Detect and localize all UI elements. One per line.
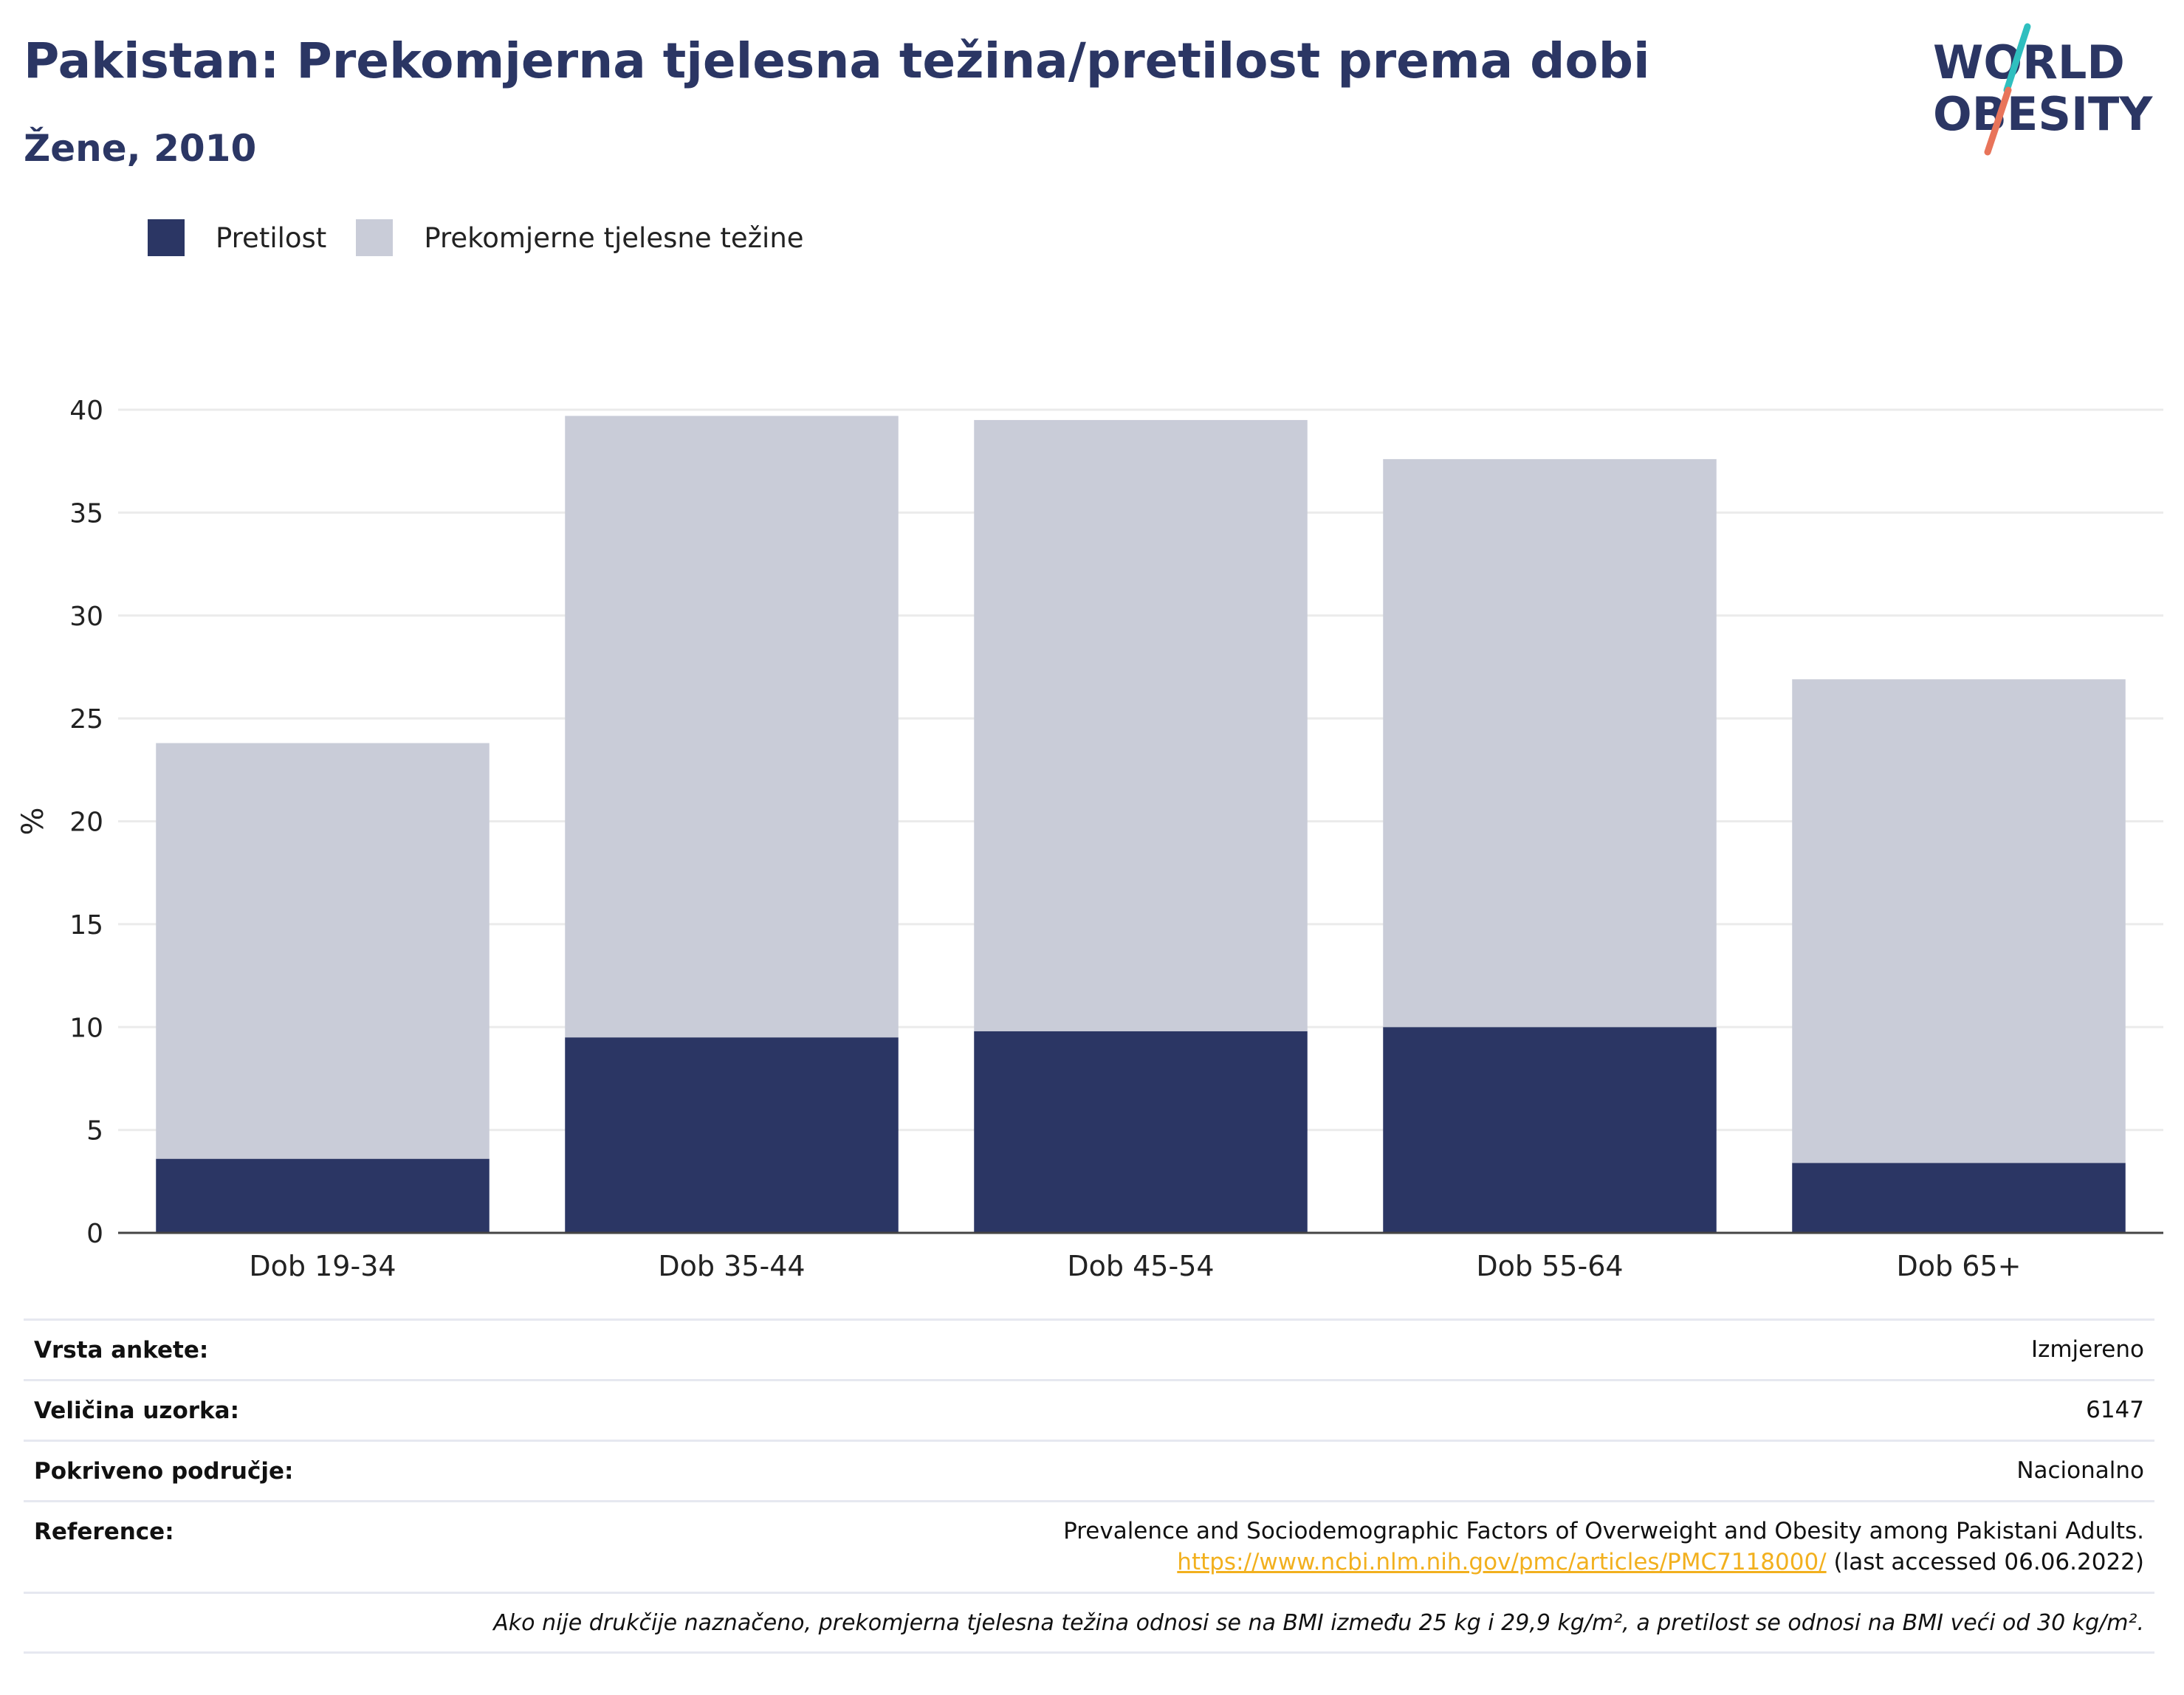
y-tick-label: 0 bbox=[86, 1219, 103, 1249]
bar-overweight-4 bbox=[1383, 458, 1717, 1028]
chart-title: Pakistan: Prekomjerna tjelesna težina/pr… bbox=[24, 32, 1650, 89]
bar-obesity-5 bbox=[1792, 1163, 2126, 1233]
legend-swatch-overweight bbox=[356, 219, 394, 256]
coverage-label: Pokriveno područje: bbox=[34, 1458, 294, 1485]
meta-row-reference: Reference: Prevalence and Sociodemograph… bbox=[24, 1500, 2154, 1592]
bar-obesity-1 bbox=[156, 1158, 490, 1233]
x-tick-label: Dob 35-44 bbox=[658, 1250, 805, 1282]
bar-obesity-4 bbox=[1383, 1027, 1717, 1233]
axes: 0 5 10 15 20 25 30 35 40 Dob 19-34 Dob 35-44 Dob 45… bbox=[16, 396, 2163, 1282]
legend-swatch-obesity bbox=[148, 219, 185, 256]
reference-link[interactable]: https://www.ncbi.nlm.nih.gov/pmc/article… bbox=[1177, 1549, 1827, 1575]
legend-item-overweight[interactable]: Prekomjerne tjelesne težine bbox=[356, 219, 804, 256]
y-tick-label: 5 bbox=[86, 1116, 103, 1146]
meta-row-sample-size: Veličina uzorka: 6147 bbox=[24, 1379, 2154, 1440]
world-obesity-logo: WORLD OBESITY bbox=[1933, 23, 2153, 156]
meta-row-coverage: Pokriveno područje: Nacionalno bbox=[24, 1440, 2154, 1500]
reference-label: Reference: bbox=[34, 1519, 174, 1545]
logo-slash-teal bbox=[2003, 23, 2031, 94]
bar-overweight-3 bbox=[974, 419, 1308, 1031]
logo-slash-coral bbox=[1984, 86, 2012, 156]
sample-size-label: Veličina uzorka: bbox=[34, 1397, 239, 1424]
bar-obesity-3 bbox=[974, 1031, 1308, 1233]
reference-accessed: (last accessed 06.06.2022) bbox=[1833, 1549, 2144, 1575]
x-tick-label: Dob 65+ bbox=[1897, 1250, 2022, 1282]
legend-label-obesity: Pretilost bbox=[216, 221, 327, 254]
chart-subtitle: Žene, 2010 bbox=[24, 127, 257, 170]
survey-metadata: Vrsta ankete: Izmjereno Veličina uzorka:… bbox=[24, 1318, 2154, 1654]
x-tick-label: Dob 19-34 bbox=[249, 1250, 396, 1282]
legend-label-overweight: Prekomjerne tjelesne težine bbox=[424, 221, 804, 254]
reference-text: Prevalence and Sociodemographic Factors … bbox=[1063, 1518, 2144, 1544]
bar-overweight-5 bbox=[1792, 679, 2126, 1163]
y-tick-label: 40 bbox=[69, 396, 103, 426]
y-tick-label: 30 bbox=[69, 602, 103, 632]
logo-obesity-text: OBESITY bbox=[1933, 87, 2153, 141]
legend-item-obesity[interactable]: Pretilost bbox=[148, 219, 326, 256]
logo-world-text: WORLD bbox=[1933, 35, 2125, 89]
x-tick-label: Dob 55-64 bbox=[1476, 1250, 1623, 1282]
reference-value: Prevalence and Sociodemographic Factors … bbox=[1063, 1516, 2144, 1578]
legend: Pretilost Prekomjerne tjelesne težine bbox=[148, 219, 834, 257]
bars bbox=[156, 416, 2126, 1233]
bar-overweight-2 bbox=[565, 416, 899, 1038]
y-axis-label: % bbox=[16, 807, 50, 835]
meta-row-survey-type: Vrsta ankete: Izmjereno bbox=[24, 1318, 2154, 1379]
coverage-value: Nacionalno bbox=[2016, 1457, 2144, 1484]
survey-type-label: Vrsta ankete: bbox=[34, 1337, 209, 1364]
x-tick-label: Dob 45-54 bbox=[1067, 1250, 1214, 1282]
y-tick-label: 10 bbox=[69, 1013, 103, 1043]
y-tick-label: 20 bbox=[69, 808, 103, 838]
bar-obesity-2 bbox=[565, 1037, 899, 1233]
bar-overweight-1 bbox=[156, 743, 490, 1159]
y-tick-label: 35 bbox=[69, 498, 103, 529]
sample-size-value: 6147 bbox=[2086, 1397, 2144, 1423]
y-tick-label: 25 bbox=[69, 704, 103, 735]
survey-type-value: Izmjereno bbox=[2030, 1336, 2144, 1363]
y-tick-label: 15 bbox=[69, 910, 103, 941]
bar-chart: 0 5 10 15 20 25 30 35 40 Dob 19-34 Dob 35-44 Dob 45… bbox=[16, 396, 2163, 1282]
bmi-footnote: Ako nije drukčije naznačeno, prekomjerna… bbox=[24, 1592, 2154, 1654]
